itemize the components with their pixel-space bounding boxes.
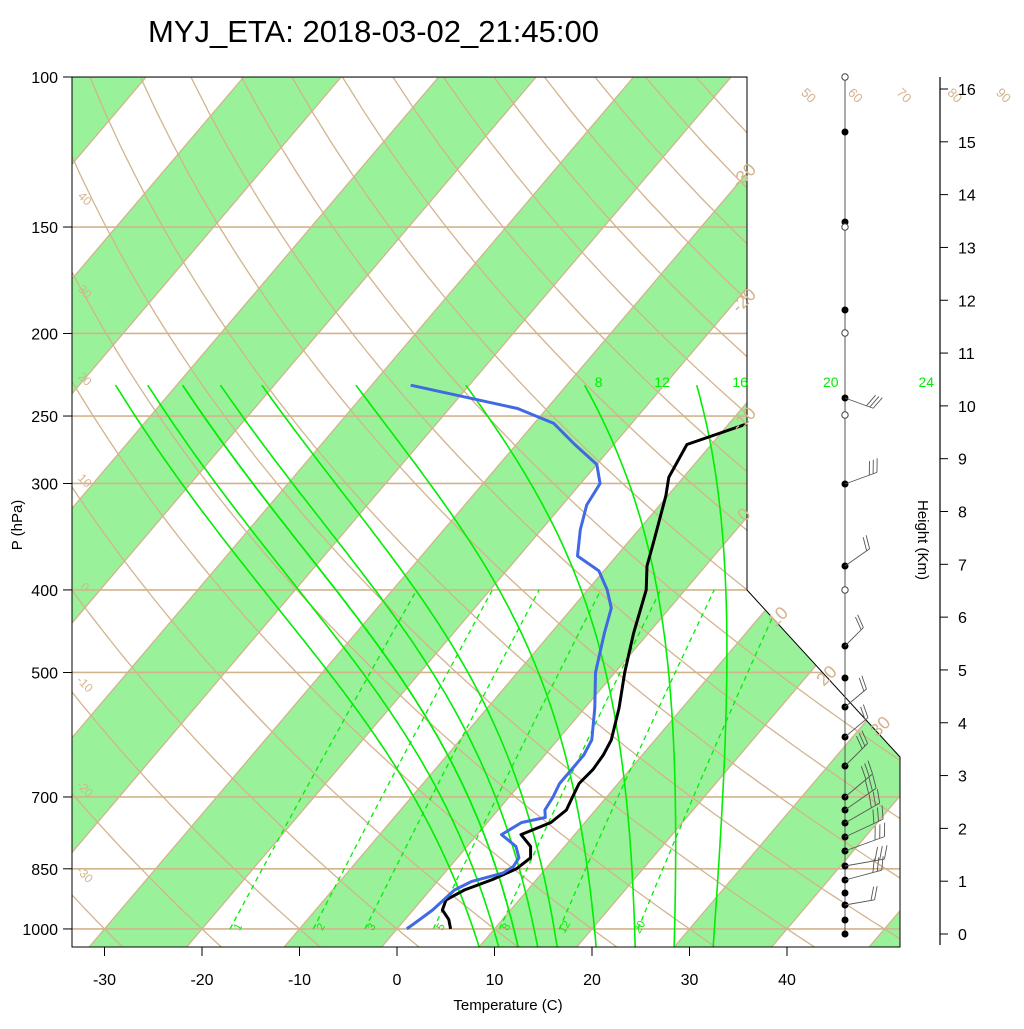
wind-level-dot xyxy=(842,675,849,682)
height-tick-label: 5 xyxy=(958,663,967,680)
height-tick-label: 15 xyxy=(958,135,976,152)
height-tick-label: 9 xyxy=(958,452,967,469)
x-tick-label: 40 xyxy=(778,972,796,989)
y-tick-label: 700 xyxy=(31,790,58,807)
y-tick-label: 400 xyxy=(31,583,58,600)
x-tick-label: -20 xyxy=(190,972,213,989)
height-tick-label: 0 xyxy=(958,927,967,944)
y-tick-label: 100 xyxy=(31,70,58,87)
wind-level-dot xyxy=(842,890,849,897)
wind-level-dot xyxy=(842,917,849,924)
x-axis-title: Temperature (C) xyxy=(453,997,562,1014)
y-tick-label: 500 xyxy=(31,665,58,682)
height-tick-label: 16 xyxy=(958,82,976,99)
y-tick-label: 250 xyxy=(31,409,58,426)
height-tick-label: 6 xyxy=(958,610,967,627)
y-tick-label: 850 xyxy=(31,862,58,879)
y-axis-title: P (hPa) xyxy=(9,500,26,551)
height-tick-label: 1 xyxy=(958,874,967,891)
wind-level-dot xyxy=(842,931,849,938)
wind-calm-circle xyxy=(842,412,848,418)
height-axis-title: Height (Km) xyxy=(914,500,931,580)
wind-calm-circle xyxy=(842,330,848,336)
y-tick-label: 1000 xyxy=(22,922,58,939)
height-tick-label: 11 xyxy=(958,346,975,363)
wind-level-dot xyxy=(842,307,849,314)
height-tick-label: 14 xyxy=(958,188,976,205)
mixing-ratio-label: 8 xyxy=(595,374,603,390)
wind-calm-circle xyxy=(842,224,848,230)
height-tick-label: 2 xyxy=(958,821,967,838)
mixing-ratio-label: 16 xyxy=(732,374,748,390)
x-tick-label: -10 xyxy=(288,972,311,989)
mixing-ratio-label: 20 xyxy=(823,374,839,390)
y-tick-label: 300 xyxy=(31,476,58,493)
y-tick-label: 150 xyxy=(31,220,58,237)
wind-calm-circle xyxy=(842,74,848,80)
mixing-ratio-label: 24 xyxy=(919,374,935,390)
x-tick-label: 10 xyxy=(486,972,504,989)
x-tick-label: 30 xyxy=(681,972,699,989)
height-tick-label: 8 xyxy=(958,505,967,522)
x-tick-label: -30 xyxy=(93,972,116,989)
chart-title: MYJ_ETA: 2018-03-02_21:45:00 xyxy=(148,14,599,49)
height-tick-label: 13 xyxy=(958,240,976,257)
height-tick-label: 7 xyxy=(958,557,967,574)
height-tick-label: 4 xyxy=(958,716,967,733)
wind-level-dot xyxy=(842,129,849,136)
height-tick-label: 10 xyxy=(958,399,976,416)
x-tick-label: 20 xyxy=(583,972,601,989)
mixing-ratio-label: 12 xyxy=(654,374,670,390)
y-tick-label: 200 xyxy=(31,326,58,343)
height-tick-label: 12 xyxy=(958,293,976,310)
height-tick-label: 3 xyxy=(958,769,967,786)
x-tick-label: 0 xyxy=(393,972,402,989)
wind-calm-circle xyxy=(842,587,848,593)
